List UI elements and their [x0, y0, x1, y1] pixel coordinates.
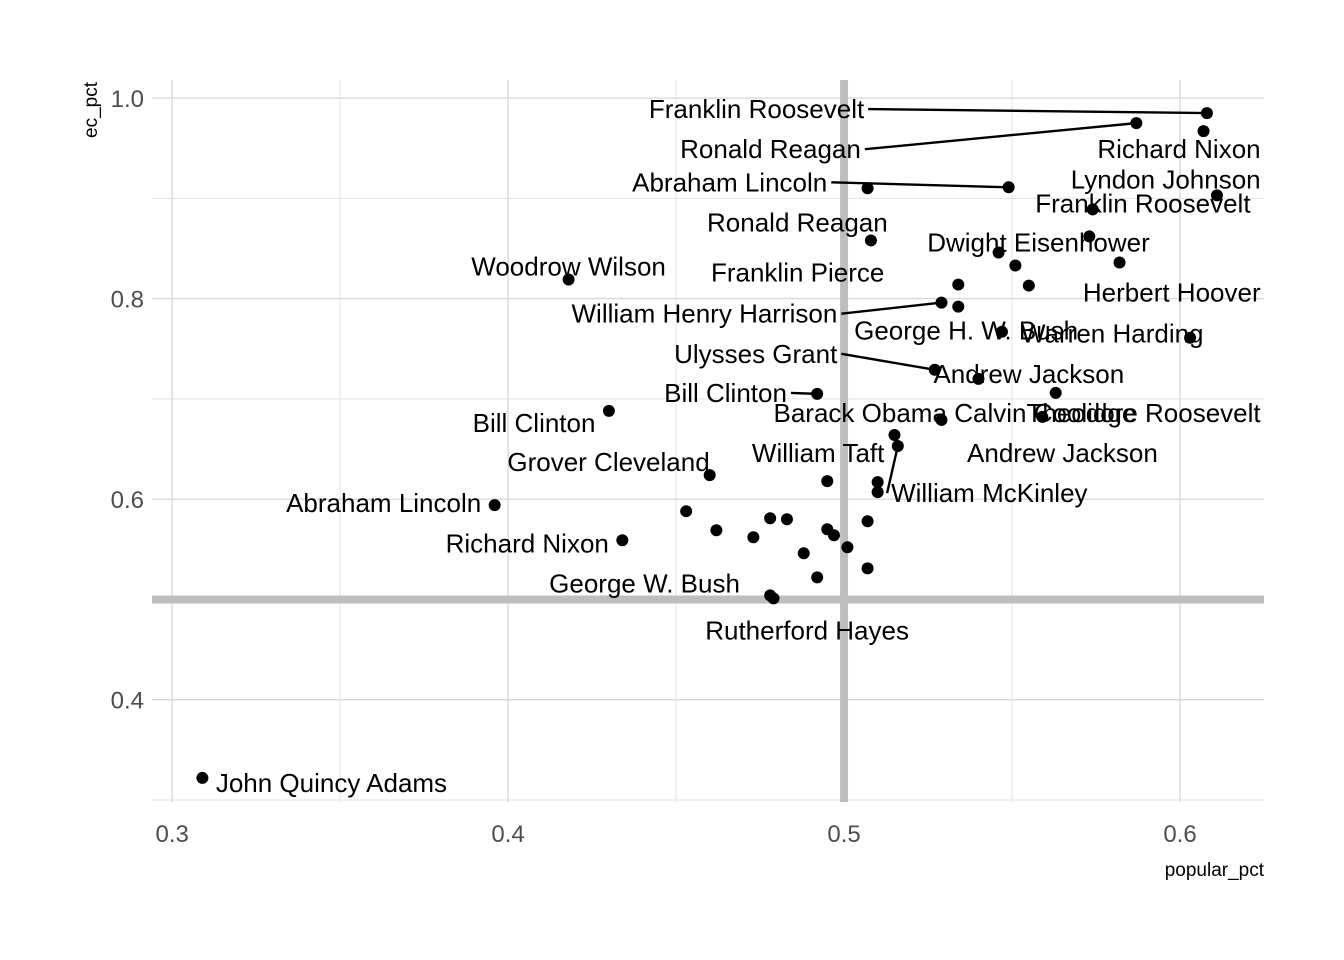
- point-label: William Henry Harrison: [572, 299, 838, 329]
- label-leader-line: [864, 121, 1137, 151]
- y-axis-title: ec_pct: [81, 81, 102, 138]
- data-point: [861, 182, 874, 195]
- data-point: [1086, 203, 1099, 216]
- point-label: William McKinley: [891, 478, 1087, 508]
- point-label: Ronald Reagan: [707, 207, 888, 237]
- point-labels: Franklin Roosevelt Ronald Reagan Richard N…: [216, 94, 1262, 798]
- data-point: [1022, 279, 1035, 292]
- data-point: [1200, 107, 1213, 120]
- data-point: [935, 413, 948, 426]
- x-tick-label: 0.5: [827, 821, 860, 848]
- point-label: Andrew Jackson: [933, 359, 1124, 389]
- reference-lines: [152, 80, 1264, 802]
- data-point: [703, 469, 716, 482]
- data-point: [864, 234, 877, 247]
- y-tick-label: 0.6: [111, 487, 144, 514]
- data-point: [871, 476, 884, 489]
- data-points: [196, 107, 1223, 784]
- data-point: [710, 524, 723, 537]
- label-leader-line: [831, 181, 1009, 189]
- data-point: [952, 300, 965, 313]
- data-point: [1009, 259, 1022, 272]
- data-point: [827, 529, 840, 542]
- data-point: [821, 475, 834, 488]
- x-tick-label: 0.4: [491, 821, 524, 848]
- point-label: Ulysses Grant: [674, 339, 838, 369]
- data-point: [871, 486, 884, 499]
- point-label: Grover Cleveland: [507, 447, 709, 477]
- data-point: [861, 515, 874, 528]
- data-point: [972, 372, 985, 385]
- data-point: [780, 513, 793, 526]
- point-label: Theodore Roosevelt: [1026, 398, 1261, 428]
- data-point: [1002, 181, 1015, 194]
- data-point: [680, 505, 693, 518]
- data-point: [841, 541, 854, 554]
- point-label: George W. Bush: [549, 568, 740, 598]
- label-leader-line: [885, 445, 899, 494]
- point-label: Ronald Reagan: [680, 134, 861, 164]
- data-point: [764, 512, 777, 525]
- point-label: Franklin Roosevelt: [1035, 188, 1251, 218]
- label-leader-line: [868, 107, 1207, 115]
- data-point: [1036, 410, 1049, 423]
- label-leader-line: [841, 301, 942, 315]
- data-point: [1210, 189, 1223, 202]
- data-point: [992, 246, 1005, 259]
- point-label: Dwight Eisenhower: [927, 227, 1150, 257]
- data-point: [952, 278, 965, 291]
- label-leader-line: [841, 352, 935, 371]
- x-axis-title: popular_pct: [1165, 860, 1265, 881]
- y-tick-labels: 0.4 0.6 0.8 1.0: [111, 86, 144, 715]
- data-point: [616, 534, 629, 547]
- data-point: [935, 296, 948, 309]
- data-point: [488, 499, 501, 512]
- point-label: Richard Nixon: [446, 528, 609, 558]
- point-label: John Quincy Adams: [216, 768, 447, 798]
- data-point: [196, 771, 209, 784]
- data-point: [562, 273, 575, 286]
- point-label: George H. W. Bush: [854, 316, 1078, 346]
- point-label: Calvin Coolidge: [954, 398, 1136, 428]
- point-label: Warren Harding: [1021, 319, 1204, 349]
- data-point: [767, 592, 780, 605]
- point-label: William Taft: [752, 438, 885, 468]
- data-point: [1113, 256, 1126, 269]
- point-label: Barack Obama: [774, 398, 948, 428]
- data-point: [1197, 125, 1210, 138]
- data-point: [1130, 117, 1143, 130]
- point-label: Lyndon Johnson: [1071, 164, 1261, 194]
- point-label: Woodrow Wilson: [471, 252, 666, 282]
- data-point: [811, 387, 824, 400]
- point-label: Franklin Roosevelt: [649, 94, 865, 124]
- point-label: Franklin Pierce: [711, 258, 884, 288]
- point-label: Andrew Jackson: [967, 438, 1158, 468]
- data-point: [747, 531, 760, 544]
- point-label: Abraham Lincoln: [632, 167, 827, 197]
- x-tick-label: 0.3: [155, 821, 188, 848]
- y-tick-label: 1.0: [111, 86, 144, 113]
- point-label: Abraham Lincoln: [286, 488, 481, 518]
- data-point: [811, 571, 824, 584]
- x-tick-labels: 0.3 0.4 0.5 0.6: [155, 821, 1196, 848]
- y-tick-label: 0.8: [111, 287, 144, 314]
- point-label: Herbert Hoover: [1083, 278, 1261, 308]
- data-point: [928, 363, 941, 376]
- point-label: Richard Nixon: [1097, 134, 1260, 164]
- x-tick-label: 0.6: [1163, 821, 1196, 848]
- data-point: [602, 404, 615, 417]
- data-point: [1083, 230, 1096, 243]
- y-tick-label: 0.4: [111, 688, 144, 715]
- data-point: [1184, 331, 1197, 344]
- data-point: [1049, 386, 1062, 399]
- point-label: Bill Clinton: [664, 378, 787, 408]
- data-point: [891, 440, 904, 453]
- point-label: Rutherford Hayes: [705, 616, 909, 646]
- data-point: [861, 562, 874, 575]
- point-label: Bill Clinton: [473, 408, 596, 438]
- data-point: [797, 547, 810, 560]
- data-point: [888, 428, 901, 441]
- data-point: [995, 325, 1008, 338]
